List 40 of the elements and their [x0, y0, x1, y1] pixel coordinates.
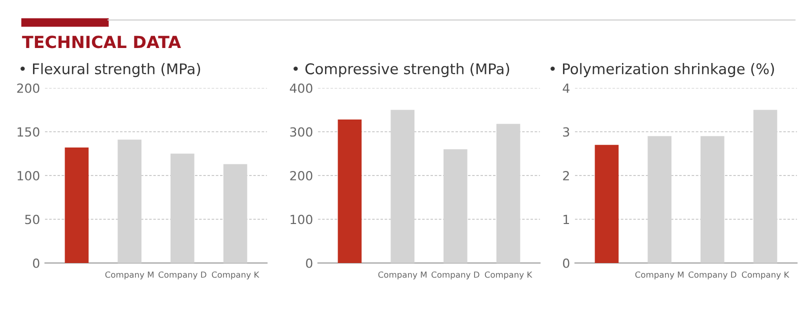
- x-tick-label: Company M: [105, 271, 154, 280]
- bar: [700, 136, 724, 263]
- y-tick-label: 4: [562, 84, 570, 93]
- y-tick-label: 2: [563, 170, 569, 180]
- y-tick-label: 150: [18, 127, 40, 137]
- bar: [64, 148, 89, 263]
- y-tick-label: 0: [563, 258, 570, 268]
- y-tick-label: 0: [306, 258, 312, 268]
- x-tick-label: Company K: [212, 271, 260, 280]
- x-tick-label: Company D: [688, 271, 736, 280]
- y-tick-label: 200: [290, 170, 312, 180]
- y-tick-label: 300: [290, 127, 312, 137]
- x-tick-label: Company K: [484, 271, 532, 280]
- y-tick-label: 0: [33, 258, 40, 268]
- x-tick-label: Company D: [432, 271, 480, 280]
- x-tick-label: Company D: [158, 271, 206, 280]
- x-tick-label: Company M: [635, 271, 684, 280]
- x-tick-label: Company M: [378, 271, 426, 280]
- text: TECHNICAL DATA: [22, 36, 181, 48]
- y-tick-label: 3: [563, 127, 570, 137]
- y-tick-label: 50: [25, 214, 40, 224]
- y-tick-label: 200: [17, 83, 40, 93]
- bar: [223, 164, 248, 263]
- y-tick-label: 100: [290, 214, 312, 224]
- bar: [594, 144, 619, 263]
- bar: [170, 154, 194, 263]
- bar: [338, 120, 362, 263]
- bar: [753, 110, 778, 263]
- bar: [648, 136, 672, 263]
- y-tick-label: 1: [564, 214, 569, 224]
- chart-title: • Polymerization shrinkage (%): [550, 63, 774, 78]
- y-tick-label: 400: [290, 83, 312, 93]
- y-tick-label: 100: [18, 170, 40, 180]
- chart-title: • Flexural strength (MPa): [20, 63, 200, 78]
- bar: [496, 124, 520, 263]
- bar: [118, 140, 142, 263]
- bar: [390, 110, 414, 263]
- x-tick-label: Company K: [742, 271, 790, 280]
- chart-title: • Compressive strength (MPa): [294, 63, 510, 78]
- bar: [444, 149, 468, 263]
